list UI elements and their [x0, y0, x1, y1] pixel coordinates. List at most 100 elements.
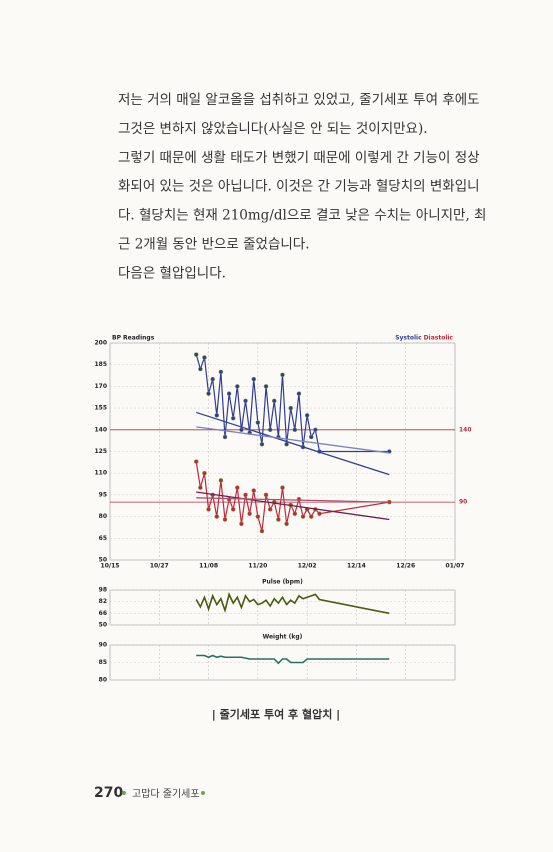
data-point	[198, 485, 203, 490]
data-point	[230, 507, 236, 512]
data-point	[263, 384, 269, 389]
data-point	[210, 376, 215, 382]
data-point	[313, 427, 318, 433]
data-point	[198, 366, 203, 372]
data-point	[280, 372, 285, 378]
y-tick-label: 200	[94, 340, 107, 347]
y-tick-label: 98	[99, 587, 107, 594]
text-line: 그렇기 때문에 생활 태도가 변했기 때문에 이렇게 간 기능이 정상	[118, 150, 480, 166]
legend-entry: Systolic	[395, 335, 422, 342]
chart-title: Weight (kg)	[263, 634, 303, 641]
reference-label: 140	[459, 426, 472, 433]
y-tick-label: 65	[99, 535, 107, 542]
data-point	[239, 521, 244, 527]
data-point	[259, 528, 265, 534]
reference-label: 90	[459, 499, 467, 506]
data-point	[317, 511, 322, 516]
data-point	[296, 391, 302, 396]
data-point	[309, 434, 314, 440]
y-tick-label: 80	[99, 677, 107, 684]
series-line	[195, 592, 390, 615]
data-point	[267, 507, 273, 512]
data-point	[214, 413, 220, 418]
data-point	[218, 478, 224, 483]
x-tick-label: 12/14	[347, 563, 366, 570]
data-point	[230, 415, 236, 421]
y-tick-label: 90	[99, 642, 107, 649]
data-point	[202, 470, 207, 476]
text-line: 근 2개월 동안 반으로 줄었습니다.	[118, 237, 310, 253]
data-point	[214, 514, 220, 519]
y-tick-label: 82	[99, 598, 107, 605]
caption: | 줄기세포 투여 후 혈압치 |	[212, 707, 340, 721]
data-point	[226, 391, 232, 396]
y-tick-label: 125	[94, 448, 107, 455]
data-point	[272, 398, 277, 404]
trend-line	[196, 491, 390, 521]
text-line: 다. 혈당치는 현재 210mg/dl으로 결코 낮은 수치는 아니지만, 최	[118, 208, 486, 224]
x-tick-label: 11/08	[199, 563, 218, 570]
data-point	[284, 521, 289, 527]
data-point	[206, 507, 211, 512]
x-tick-label: 10/15	[101, 563, 120, 570]
y-tick-label: 50	[99, 557, 107, 564]
data-point	[304, 413, 310, 418]
text-line: 저는 거의 매일 알코올을 섭취하고 있었고, 줄기세포 투여 후에도	[118, 92, 480, 108]
x-tick-label: 10/27	[150, 563, 169, 570]
series-line	[195, 461, 390, 532]
data-point	[222, 434, 228, 440]
y-tick-label: 185	[94, 361, 107, 368]
data-point	[243, 398, 248, 404]
data-point	[255, 420, 261, 425]
data-point	[202, 355, 207, 360]
series-line	[196, 654, 390, 665]
trend-line	[196, 426, 390, 454]
data-point	[284, 442, 289, 447]
data-point	[235, 384, 240, 389]
trend-line	[196, 497, 390, 503]
y-tick-label: 95	[99, 491, 107, 498]
x-tick-label: 12/26	[396, 563, 415, 570]
data-point	[280, 485, 285, 490]
y-tick-label: 155	[94, 405, 107, 412]
book-title: 고맙다 줄기세포	[132, 788, 200, 800]
data-point	[276, 517, 281, 522]
trend-line	[196, 411, 390, 476]
y-tick-label: 85	[99, 659, 107, 666]
data-point	[251, 488, 256, 493]
y-tick-label: 66	[99, 610, 107, 617]
x-tick-label: 11/20	[248, 563, 267, 570]
x-tick-label: 01/07	[446, 563, 465, 570]
data-point	[235, 485, 240, 490]
data-point	[206, 391, 211, 396]
y-tick-label: 50	[99, 622, 107, 629]
y-tick-label: 110	[94, 470, 107, 477]
data-point	[218, 369, 224, 375]
x-tick-label: 12/02	[298, 563, 317, 570]
data-point	[251, 376, 256, 382]
data-point	[300, 514, 306, 519]
bullet	[201, 791, 205, 795]
y-tick-label: 170	[94, 383, 107, 390]
y-tick-label: 80	[99, 513, 107, 520]
data-point	[267, 427, 273, 433]
data-point	[259, 442, 265, 447]
plot-frame	[109, 589, 456, 626]
legend-entry: Diastolic	[424, 335, 454, 342]
data-point	[255, 514, 261, 519]
data-point	[263, 492, 269, 498]
data-point	[247, 511, 252, 516]
data-point	[222, 517, 228, 522]
page-number: 270	[94, 785, 123, 801]
data-point	[239, 427, 244, 433]
data-point	[194, 459, 199, 464]
data-point	[292, 511, 298, 516]
bullet	[122, 791, 126, 795]
data-point	[226, 496, 232, 502]
text-line: 그것은 변하지 않았습니다(사실은 안 되는 것이지만요).	[118, 121, 428, 137]
chart-title: Pulse (bpm)	[262, 579, 303, 586]
data-point	[194, 352, 199, 357]
data-point	[292, 427, 298, 433]
data-point	[243, 492, 248, 498]
